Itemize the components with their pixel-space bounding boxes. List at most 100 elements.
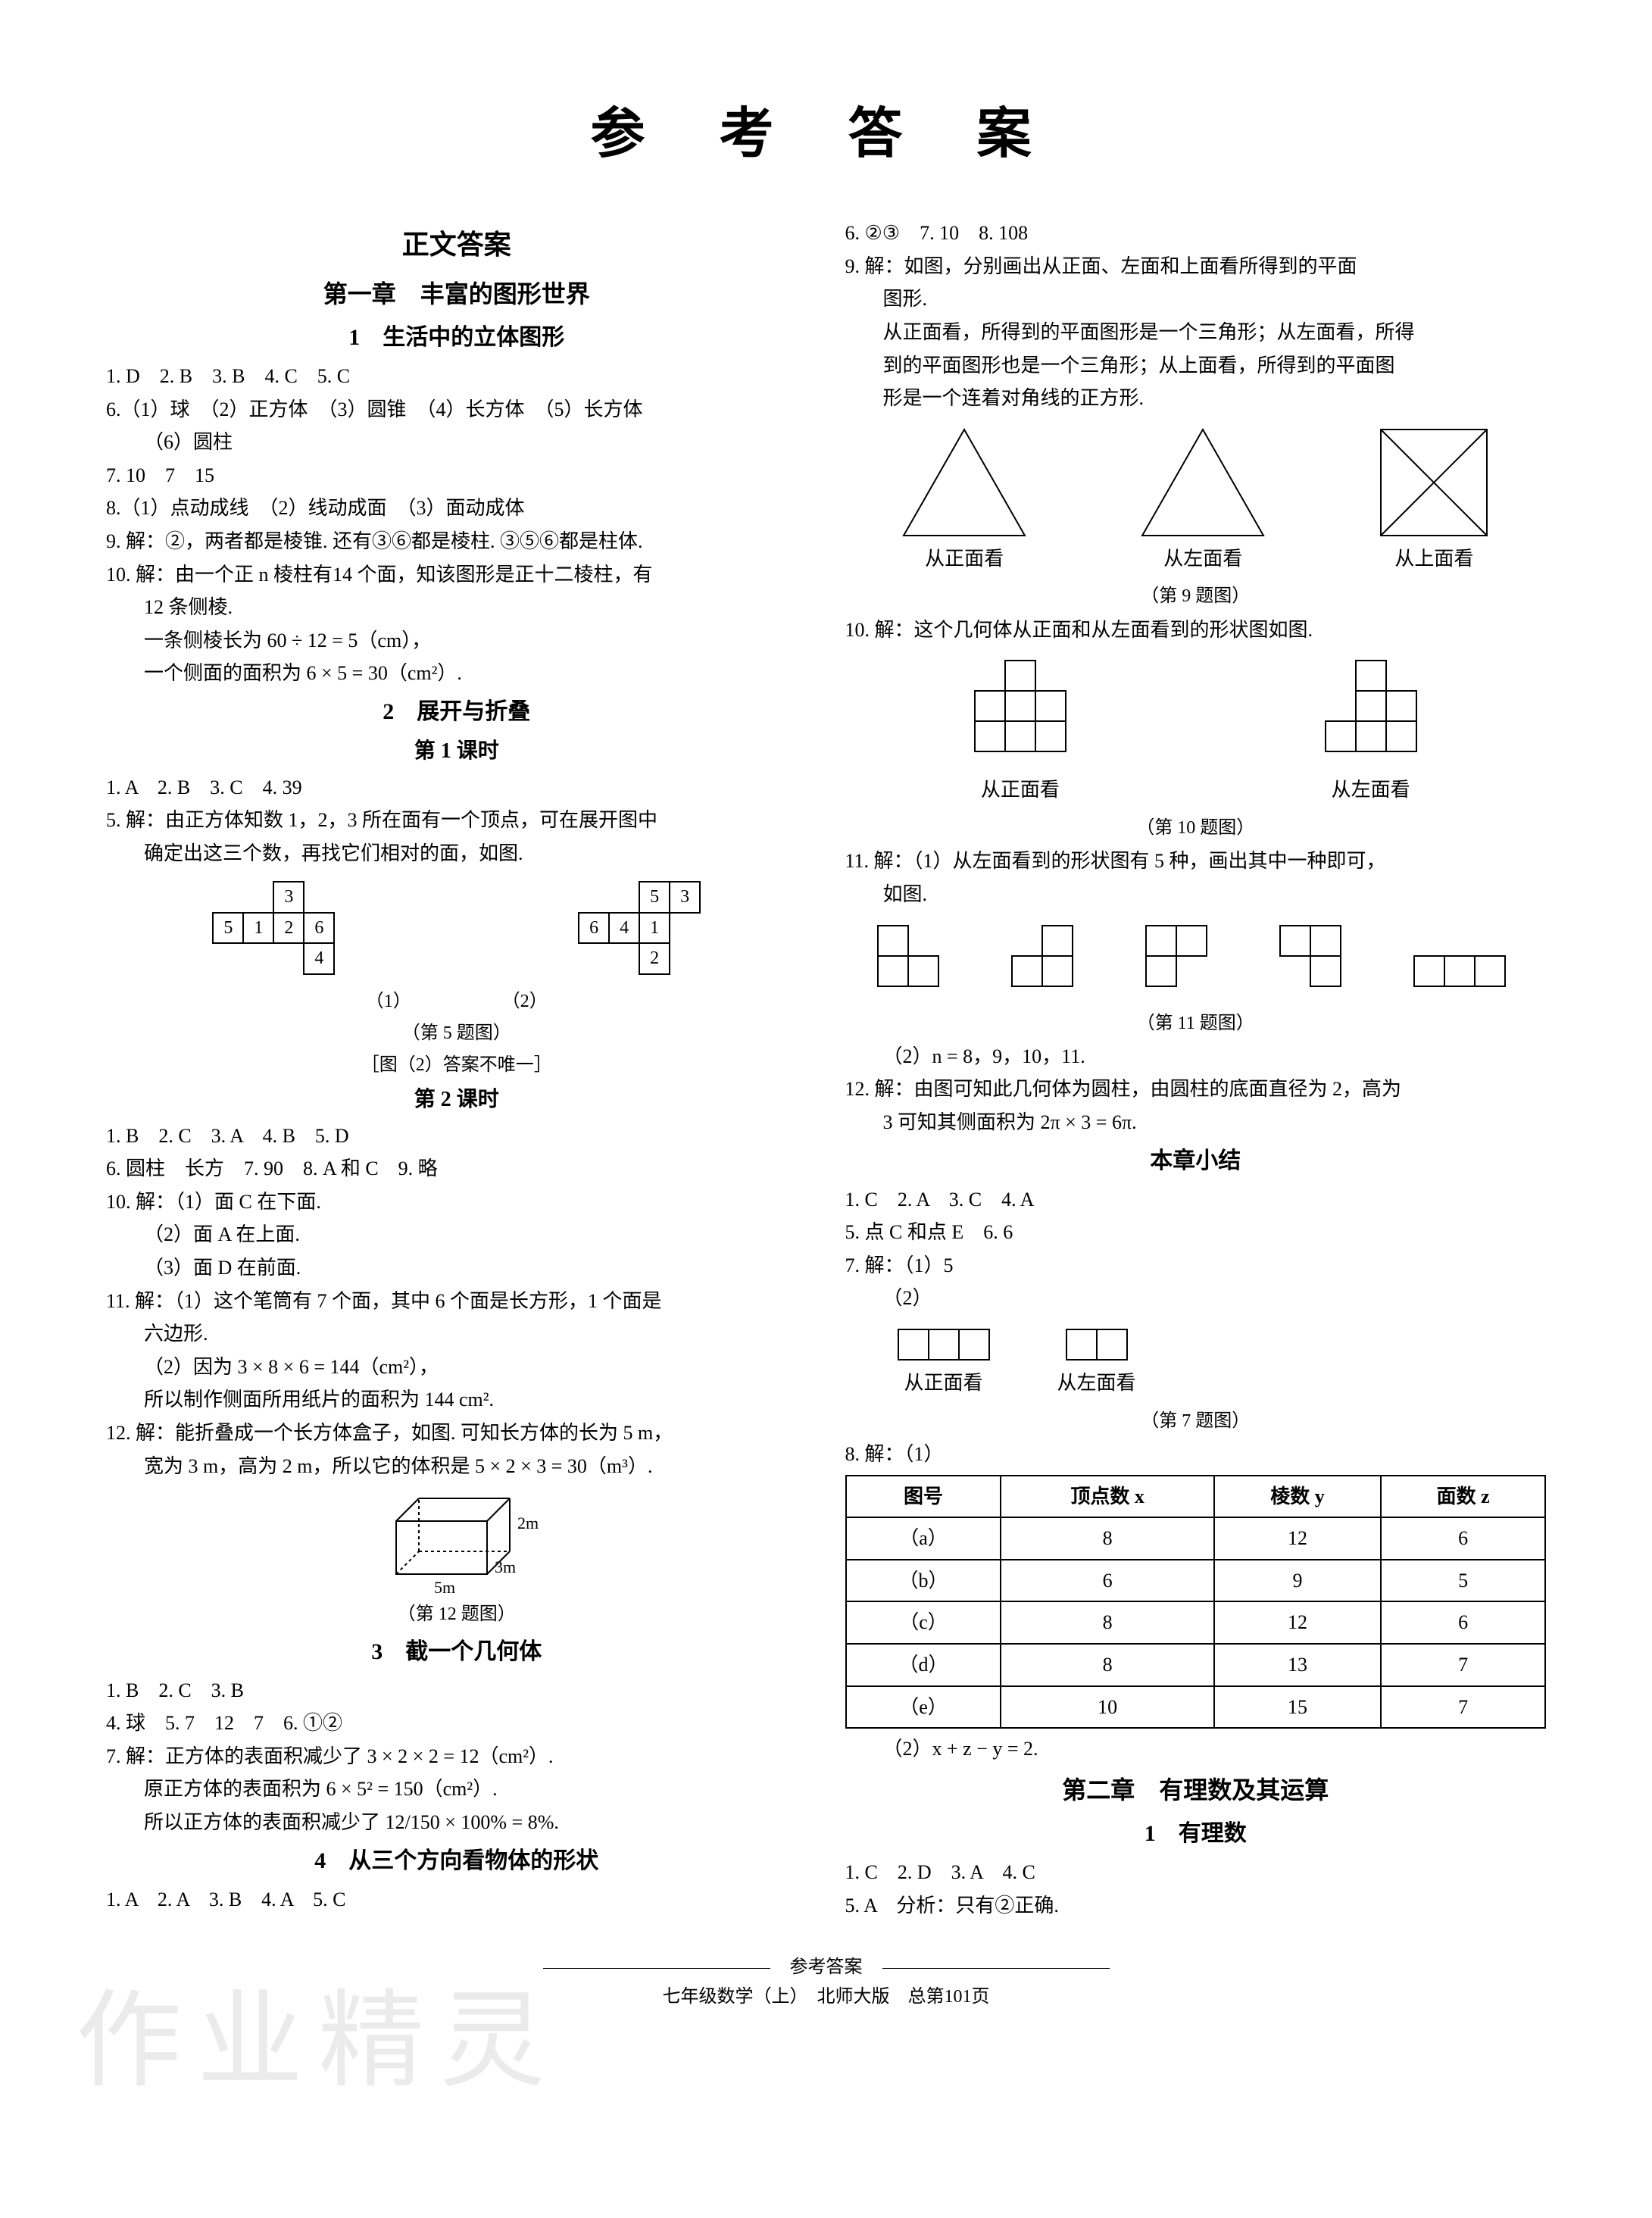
caption: （第 7 题图）	[845, 1407, 1547, 1435]
label: 从左面看	[1135, 543, 1271, 575]
table-cell: 6	[1001, 1560, 1213, 1602]
left-column: 正文答案 第一章 丰富的图形世界 1 生活中的立体图形 1. D 2. B 3.…	[106, 216, 807, 1923]
caption: （第 11 题图）	[845, 1009, 1547, 1038]
table-cell: 8	[1001, 1517, 1213, 1560]
lesson2-title: 第 2 课时	[106, 1083, 807, 1117]
text: 3 可知其侧面积为 2π × 3 = 6π.	[845, 1107, 1547, 1139]
section-title: 正文答案	[106, 223, 807, 267]
s4-title: 4 从三个方向看物体的形状	[106, 1843, 807, 1879]
table-cell: 13	[1214, 1644, 1381, 1686]
text: 1. D 2. B 3. B 4. C 5. C	[106, 361, 807, 392]
label: 从正面看	[896, 543, 1032, 575]
text: 到的平面图形也是一个三角形；从上面看，所得到的平面图	[845, 350, 1547, 382]
table-header: 棱数 y	[1214, 1476, 1381, 1518]
text: 1. B 2. C 3. B	[106, 1675, 807, 1707]
q11-figure	[845, 918, 1547, 1001]
text: 1. C 2. D 3. A 4. C	[845, 1857, 1547, 1888]
text: （3）面 D 在前面.	[106, 1252, 807, 1284]
table-cell: 7	[1381, 1644, 1545, 1686]
label: 从上面看	[1373, 543, 1494, 575]
text: 1. A 2. B 3. C 4. 39	[106, 772, 807, 804]
columns: 正文答案 第一章 丰富的图形世界 1 生活中的立体图形 1. D 2. B 3.…	[106, 216, 1546, 1923]
text: 10. 解：（1）面 C 在下面.	[106, 1186, 807, 1218]
table-cell: （d）	[846, 1644, 1001, 1686]
text: 9. 解：②，两者都是棱锥. 还有③⑥都是棱柱. ③⑤⑥都是柱体.	[106, 526, 807, 558]
text: 5. A 分析：只有②正确.	[845, 1890, 1547, 1922]
chapter2-title: 第二章 有理数及其运算	[845, 1771, 1547, 1810]
text: 9. 解：如图，分别画出从正面、左面和上面看所得到的平面	[845, 251, 1547, 283]
text: 4. 球 5. 7 12 7 6. ①②	[106, 1707, 807, 1739]
table-row: （b）695	[846, 1560, 1546, 1602]
table-row: （e）10157	[846, 1686, 1546, 1729]
text: （2）n = 8，9，10，11.	[845, 1041, 1547, 1073]
unfold-net-2: 53 641 2	[578, 881, 701, 974]
caption: （第 9 题图）	[845, 582, 1547, 611]
text: 12. 解：由图可知此几何体为圆柱，由圆柱的底面直径为 2，高为	[845, 1073, 1547, 1105]
label: 从正面看	[891, 1367, 997, 1399]
table-row: （a）8126	[846, 1517, 1546, 1560]
q12-figure: 2m 3m 5m	[106, 1483, 807, 1597]
table-row: （c）8126	[846, 1601, 1546, 1644]
q9-figure: 从正面看 从左面看 从上面看	[845, 422, 1547, 575]
text: 7. 10 7 15	[106, 460, 807, 492]
caption: （第 12 题图）	[106, 1600, 807, 1629]
text: 1. B 2. C 3. A 4. B 5. D	[106, 1120, 807, 1152]
table-cell: （e）	[846, 1686, 1001, 1729]
text: （2）面 A 在上面.	[106, 1219, 807, 1251]
text: 7. 解：（1）5	[845, 1250, 1547, 1282]
table-row: （d）8137	[846, 1644, 1546, 1686]
main-title: 参 考 答 案	[106, 91, 1546, 178]
text: 宽为 3 m，高为 2 m，所以它的体积是 5 × 2 × 3 = 30（m³）…	[106, 1451, 807, 1482]
text: （2）	[845, 1282, 1547, 1314]
text: 6. ②③ 7. 10 8. 108	[845, 217, 1547, 249]
q10-figure: 从正面看 从左面看	[845, 653, 1547, 806]
chapter1-title: 第一章 丰富的图形世界	[106, 275, 807, 314]
footer: 参考答案 七年级数学（上） 北师大版 总第101页	[106, 1953, 1546, 2011]
table-header: 顶点数 x	[1001, 1476, 1213, 1518]
table-cell: 6	[1381, 1517, 1545, 1560]
label: 从左面看	[1057, 1367, 1136, 1399]
box-d-label: 3m	[495, 1557, 516, 1576]
text: 8. 解：（1）	[845, 1439, 1547, 1470]
text: （2）x + z − y = 2.	[845, 1733, 1547, 1765]
caption: （1） （2）	[106, 987, 807, 1016]
text: 一条侧棱长为 60 ÷ 12 = 5（cm），	[106, 625, 807, 657]
table-cell: 10	[1001, 1686, 1213, 1729]
unfold-net-1: 3 5126 4	[212, 881, 365, 974]
lesson1-title: 第 1 课时	[106, 735, 807, 769]
table-header: 图号	[846, 1476, 1001, 1518]
q5-figure: 3 5126 4 53 641 2	[106, 876, 807, 979]
text: 5. 解：由正方体知数 1，2，3 所在面有一个顶点，可在展开图中	[106, 804, 807, 836]
footer-center: 参考答案	[790, 1957, 863, 1977]
c2-s1-title: 1 有理数	[845, 1816, 1547, 1852]
label: 从左面看	[1310, 774, 1432, 806]
box-w-label: 5m	[434, 1578, 455, 1597]
s1-title: 1 生活中的立体图形	[106, 320, 807, 356]
s3-title: 3 截一个几何体	[106, 1634, 807, 1670]
table-cell: （a）	[846, 1517, 1001, 1560]
text: 11. 解：（1）从左面看到的形状图有 5 种，画出其中一种即可，	[845, 845, 1547, 877]
text: 10. 解：这个几何体从正面和从左面看到的形状图如图.	[845, 614, 1547, 646]
table-cell: （b）	[846, 1560, 1001, 1602]
text: 确定出这三个数，再找它们相对的面，如图.	[106, 838, 807, 870]
table-header: 面数 z	[1381, 1476, 1545, 1518]
text: 所以制作侧面所用纸片的面积为 144 cm².	[106, 1384, 807, 1416]
caption: （第 10 题图）	[845, 814, 1547, 842]
text: 6.（1）球 （2）正方体 （3）圆锥 （4）长方体 （5）长方体	[106, 394, 807, 426]
text: 原正方体的表面积为 6 × 5² = 150（cm²）.	[106, 1773, 807, 1805]
table-cell: 15	[1214, 1686, 1381, 1729]
text: 六边形.	[106, 1318, 807, 1350]
text: 形是一个连着对角线的正方形.	[845, 383, 1547, 414]
table-cell: 12	[1214, 1601, 1381, 1644]
caption: （第 5 题图）	[106, 1019, 807, 1048]
table-cell: 9	[1214, 1560, 1381, 1602]
text: 8.（1）点动成线 （2）线动成面 （3）面动成体	[106, 492, 807, 524]
table-cell: 8	[1001, 1644, 1213, 1686]
table-cell: 6	[1381, 1601, 1545, 1644]
text: 11. 解：（1）这个笔筒有 7 个面，其中 6 个面是长方形，1 个面是	[106, 1286, 807, 1317]
text: 6. 圆柱 长方 7. 90 8. A 和 C 9. 略	[106, 1153, 807, 1185]
caption: ［图（2）答案不唯一］	[106, 1051, 807, 1079]
q8-table: 图号顶点数 x棱数 y面数 z （a）8126（b）695（c）8126（d）8…	[845, 1475, 1547, 1729]
table-cell: 12	[1214, 1517, 1381, 1560]
right-column: 6. ②③ 7. 10 8. 108 9. 解：如图，分别画出从正面、左面和上面…	[845, 216, 1547, 1923]
